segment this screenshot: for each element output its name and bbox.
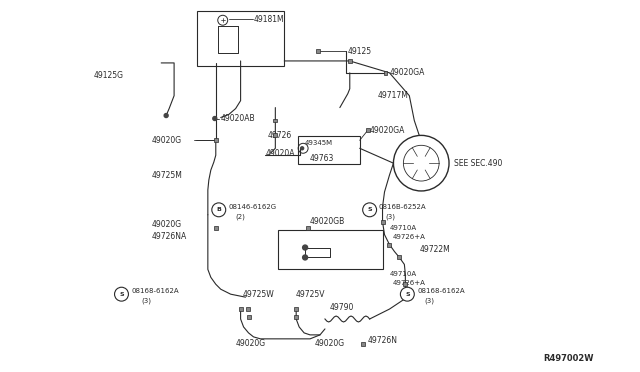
Text: 49020GA: 49020GA bbox=[390, 68, 425, 77]
Text: (3): (3) bbox=[424, 298, 434, 304]
Circle shape bbox=[164, 113, 168, 118]
Text: 49020G: 49020G bbox=[236, 339, 266, 348]
Bar bbox=[273, 119, 277, 122]
Text: 49020G: 49020G bbox=[315, 339, 345, 348]
Text: 08168-6162A: 08168-6162A bbox=[417, 288, 465, 294]
Bar bbox=[316, 49, 320, 53]
Text: 08168-6162A: 08168-6162A bbox=[131, 288, 179, 294]
Text: 49125: 49125 bbox=[348, 46, 372, 55]
Text: (2): (2) bbox=[236, 214, 246, 220]
Bar bbox=[306, 226, 310, 230]
Text: 0816B-6252A: 0816B-6252A bbox=[378, 204, 426, 210]
Text: 49790: 49790 bbox=[330, 302, 355, 312]
Bar bbox=[239, 307, 243, 311]
Text: 49725V: 49725V bbox=[295, 290, 324, 299]
Text: 49717M: 49717M bbox=[378, 91, 408, 100]
Text: 49710A: 49710A bbox=[390, 271, 417, 278]
Text: (3): (3) bbox=[385, 214, 396, 220]
Text: 49020AB: 49020AB bbox=[221, 114, 255, 123]
Circle shape bbox=[301, 147, 303, 150]
Bar bbox=[361, 342, 365, 346]
Bar bbox=[273, 134, 277, 137]
Circle shape bbox=[115, 287, 129, 301]
Bar bbox=[278, 230, 383, 269]
Text: 49020G: 49020G bbox=[151, 136, 181, 145]
Text: 49181M: 49181M bbox=[253, 15, 284, 24]
Bar bbox=[381, 220, 385, 224]
Bar bbox=[397, 256, 401, 259]
Circle shape bbox=[212, 203, 226, 217]
Text: 49726N: 49726N bbox=[367, 336, 397, 345]
Bar bbox=[403, 282, 407, 286]
Bar bbox=[294, 307, 298, 311]
Text: B: B bbox=[216, 207, 221, 212]
Bar bbox=[383, 71, 387, 75]
Text: SEE SEC.490: SEE SEC.490 bbox=[454, 159, 502, 168]
Circle shape bbox=[303, 255, 308, 260]
Text: 49020A: 49020A bbox=[266, 149, 295, 158]
Bar bbox=[348, 59, 352, 63]
Circle shape bbox=[303, 245, 308, 250]
Circle shape bbox=[363, 203, 376, 217]
Bar bbox=[403, 292, 407, 296]
Text: 49726NA: 49726NA bbox=[151, 232, 186, 241]
Text: 49710A: 49710A bbox=[390, 225, 417, 231]
Bar bbox=[387, 243, 392, 247]
Bar bbox=[246, 307, 250, 311]
Bar bbox=[294, 315, 298, 319]
Bar bbox=[298, 137, 360, 164]
Text: 49345M: 49345M bbox=[305, 140, 333, 146]
Text: 49020GB: 49020GB bbox=[310, 217, 346, 226]
Text: 49125G: 49125G bbox=[93, 71, 124, 80]
Text: S: S bbox=[367, 207, 372, 212]
Text: 49020G: 49020G bbox=[151, 220, 181, 229]
Bar bbox=[246, 315, 250, 319]
Text: (3): (3) bbox=[141, 298, 151, 304]
Bar bbox=[214, 226, 218, 230]
Text: 49725M: 49725M bbox=[151, 171, 182, 180]
Circle shape bbox=[213, 116, 217, 121]
Circle shape bbox=[401, 287, 414, 301]
Text: R497002W: R497002W bbox=[543, 354, 594, 363]
Bar bbox=[214, 138, 218, 142]
Text: 49726+A: 49726+A bbox=[392, 280, 426, 286]
Text: 49763: 49763 bbox=[310, 154, 335, 163]
Bar bbox=[197, 11, 284, 66]
Text: 49726: 49726 bbox=[268, 131, 292, 140]
Text: 49722M: 49722M bbox=[419, 245, 450, 254]
Text: S: S bbox=[119, 292, 124, 297]
Text: 49726+A: 49726+A bbox=[392, 234, 426, 240]
Text: 08146-6162G: 08146-6162G bbox=[228, 204, 277, 210]
Text: 49725W: 49725W bbox=[243, 290, 275, 299]
Bar bbox=[365, 128, 370, 132]
Text: S: S bbox=[405, 292, 410, 297]
Text: 49020GA: 49020GA bbox=[370, 126, 405, 135]
